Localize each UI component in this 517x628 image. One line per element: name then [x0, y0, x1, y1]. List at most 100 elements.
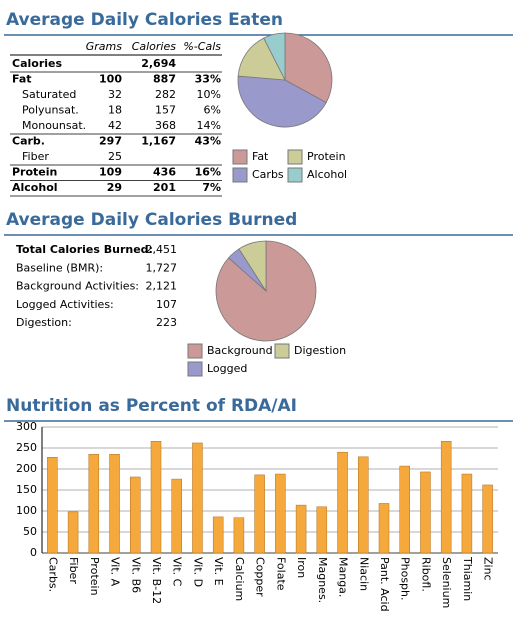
x-tick-label: Vit. B6	[129, 557, 142, 593]
table-cell: 18	[108, 104, 122, 117]
bar	[150, 441, 162, 554]
table-cell: 16%	[195, 166, 221, 179]
bar	[461, 473, 473, 554]
stat-label: Digestion:	[16, 316, 72, 329]
x-tick-label: Niacin	[357, 557, 370, 591]
x-tick-label: Magnes.	[316, 557, 329, 603]
table-cell: Protein	[12, 166, 57, 179]
table-cell: Fiber	[22, 150, 49, 163]
table-cell: Fat	[12, 73, 32, 86]
stat-value: 2,121	[146, 280, 178, 293]
x-tick-label: Pant. Acid	[378, 557, 391, 612]
bar	[358, 456, 369, 554]
legend-swatch	[187, 343, 203, 359]
bar	[399, 465, 410, 554]
x-tick-label: Zinc	[482, 557, 495, 581]
table-cell: 282	[155, 88, 176, 101]
bar	[171, 478, 182, 554]
y-tick-label: 150	[16, 483, 37, 496]
x-tick-label: Folate	[274, 557, 287, 591]
bar	[67, 511, 79, 554]
x-tick-label: Vit. D	[191, 557, 204, 587]
bar	[192, 442, 203, 554]
table-cell: 436	[153, 166, 176, 179]
table-cell: 32	[108, 88, 122, 101]
legend-label: Fat	[252, 150, 269, 163]
bar	[130, 476, 141, 554]
legend-swatch	[287, 167, 303, 183]
legend-label: Carbs	[252, 168, 284, 181]
y-tick-label: 50	[23, 525, 37, 538]
legend-label: Protein	[307, 150, 346, 163]
table-cell: 43%	[195, 135, 221, 148]
bar	[337, 451, 348, 554]
table-cell: 14%	[197, 119, 221, 132]
table-cell: 297	[99, 135, 122, 148]
table-cell: 42	[108, 119, 122, 132]
section-title: Nutrition as Percent of RDA/AI	[6, 396, 297, 416]
bar	[233, 517, 245, 554]
legend-label: Alcohol	[307, 168, 347, 181]
bar	[109, 454, 120, 554]
bar	[378, 503, 390, 554]
table-cell: 887	[153, 73, 176, 86]
bar	[420, 471, 431, 554]
y-tick-label: 100	[16, 504, 37, 517]
table-cell: 7%	[202, 181, 221, 194]
bar	[275, 473, 286, 554]
pie-slice	[263, 32, 286, 81]
table-cell: 25	[108, 150, 122, 163]
x-tick-label: Iron	[295, 557, 308, 578]
table-cell: 10%	[197, 88, 221, 101]
table-header: Grams	[86, 40, 123, 53]
stat-label: Total Calories Burned:	[16, 243, 153, 256]
table-cell: 157	[155, 104, 176, 117]
table-header: %-Cals	[183, 40, 221, 53]
x-tick-label: Ribofl.	[419, 557, 432, 592]
table-cell: 33%	[195, 73, 221, 86]
x-tick-label: Vit. E	[212, 557, 225, 586]
stat-value: 2,451	[146, 243, 178, 256]
x-tick-label: Vit. C	[171, 557, 184, 587]
stat-value: 223	[156, 316, 177, 329]
table-cell: Calories	[12, 57, 62, 70]
x-tick-label: Copper	[254, 557, 267, 597]
table-cell: 109	[99, 166, 122, 179]
legend-swatch	[287, 149, 303, 165]
bar	[88, 454, 100, 554]
bar	[482, 484, 493, 554]
bar	[212, 516, 224, 554]
x-tick-label: Manga.	[337, 557, 350, 597]
table-cell: 1,167	[141, 135, 176, 148]
table-cell: 2,694	[141, 57, 176, 70]
y-tick-label: 300	[16, 420, 37, 433]
legend-swatch	[274, 343, 290, 359]
x-tick-label: Fiber	[67, 557, 80, 584]
legend-swatch	[187, 361, 203, 377]
table-cell: 29	[107, 181, 122, 194]
table-cell: 6%	[204, 104, 221, 117]
x-tick-label: Vit. B-12	[150, 557, 163, 604]
bar	[440, 441, 452, 554]
x-tick-label: Selenium	[440, 557, 453, 608]
x-tick-label: Protein	[88, 557, 101, 596]
y-tick-label: 250	[16, 441, 37, 454]
legend-label: Digestion	[294, 344, 346, 357]
y-tick-label: 200	[16, 462, 37, 475]
x-tick-label: Phosph.	[399, 557, 412, 601]
bar	[254, 474, 265, 554]
table-cell: 368	[155, 119, 176, 132]
y-tick-label: 0	[30, 546, 37, 559]
stat-label: Background Activities:	[16, 280, 139, 293]
legend-label: Background	[207, 344, 273, 357]
stat-label: Baseline (BMR):	[16, 261, 103, 274]
pie-slice	[237, 37, 286, 81]
table-cell: Monounsat.	[22, 119, 86, 132]
section-title: Average Daily Calories Burned	[6, 210, 297, 230]
table-cell: Alcohol	[12, 181, 58, 194]
stat-value: 1,727	[146, 261, 178, 274]
table-cell: 201	[153, 181, 176, 194]
legend-swatch	[232, 149, 248, 165]
bar	[316, 506, 328, 554]
bar	[295, 504, 307, 554]
